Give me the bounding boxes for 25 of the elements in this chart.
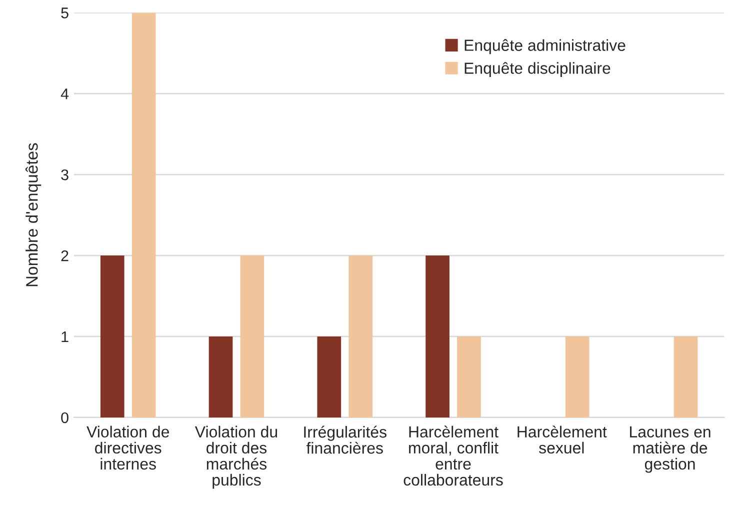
bar [426, 256, 450, 418]
bar [348, 256, 373, 418]
bar [208, 336, 233, 418]
y-axis-title: Nombre d'enquêtes [26, 143, 42, 286]
bar [100, 256, 124, 418]
bar [317, 336, 342, 418]
legend-label: Enquête disciplinaire [464, 62, 610, 78]
y-tick-label: 0 [61, 412, 68, 424]
bar [457, 336, 481, 418]
bar [565, 336, 590, 418]
bar [132, 12, 156, 418]
legend-label: Enquête administrative [464, 39, 626, 54]
y-tick-label: 3 [61, 169, 68, 180]
y-tick-label: 2 [61, 250, 68, 262]
x-tick-label: Violation du droit des marchés publics [194, 426, 278, 489]
x-tick-label: Lacunes en matière de gestion [630, 426, 710, 473]
bar [674, 336, 698, 418]
y-tick-label: 4 [60, 88, 69, 100]
y-tick-label: 1 [62, 332, 68, 342]
x-tick-label: Irrégularités financières [304, 426, 386, 454]
x-tick-label: Violation de directives internes [86, 426, 169, 470]
x-tick-label: Harcèlement sexuel [518, 426, 607, 454]
y-tick-label: 5 [61, 8, 68, 18]
bar [240, 256, 264, 418]
x-tick-label: Harcèlement moral, conflit entre collaborateurs [404, 426, 503, 486]
